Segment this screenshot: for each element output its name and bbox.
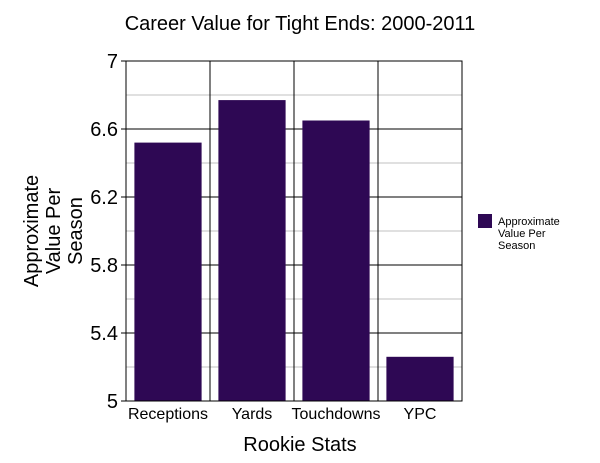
legend-label-line: Approximate bbox=[498, 216, 560, 228]
y-axis-label-line: Value Per bbox=[43, 187, 65, 274]
legend-swatch bbox=[478, 214, 492, 228]
y-axis-label: Approximate Value Per Season bbox=[21, 175, 87, 287]
legend-label-line: Value Per bbox=[498, 228, 546, 240]
y-tick-label: 5.8 bbox=[90, 255, 118, 277]
y-axis-ticks: 5 5.4 5.8 6.2 6.6 7 bbox=[90, 51, 126, 413]
bars bbox=[134, 100, 454, 401]
legend-label-line: Season bbox=[498, 240, 535, 252]
x-tick-label: Yards bbox=[232, 406, 273, 423]
bar bbox=[302, 120, 370, 401]
y-tick-label: 6.2 bbox=[90, 187, 118, 209]
y-axis-label-group: Approximate Value Per Season bbox=[21, 175, 87, 287]
x-tick-label: Touchdowns bbox=[292, 406, 381, 423]
bar bbox=[218, 100, 286, 401]
chart-title: Career Value for Tight Ends: 2000-2011 bbox=[125, 13, 476, 35]
x-tick-label: YPC bbox=[404, 406, 437, 423]
bar bbox=[134, 142, 202, 401]
y-axis-label-line: Season bbox=[65, 197, 87, 265]
plot-border bbox=[125, 60, 463, 402]
y-axis-label-line: Approximate bbox=[21, 175, 43, 287]
x-tick-label: Receptions bbox=[128, 406, 208, 423]
x-axis-ticks: Receptions Yards Touchdowns YPC bbox=[128, 406, 436, 423]
y-tick-label: 7 bbox=[107, 51, 118, 73]
y-tick-label: 6.6 bbox=[90, 119, 118, 141]
y-tick-label: 5.4 bbox=[90, 323, 118, 345]
y-tick-label: 5 bbox=[107, 391, 118, 413]
x-axis-label: Rookie Stats bbox=[243, 434, 356, 456]
plot-frame bbox=[125, 60, 463, 402]
bar bbox=[386, 356, 454, 401]
